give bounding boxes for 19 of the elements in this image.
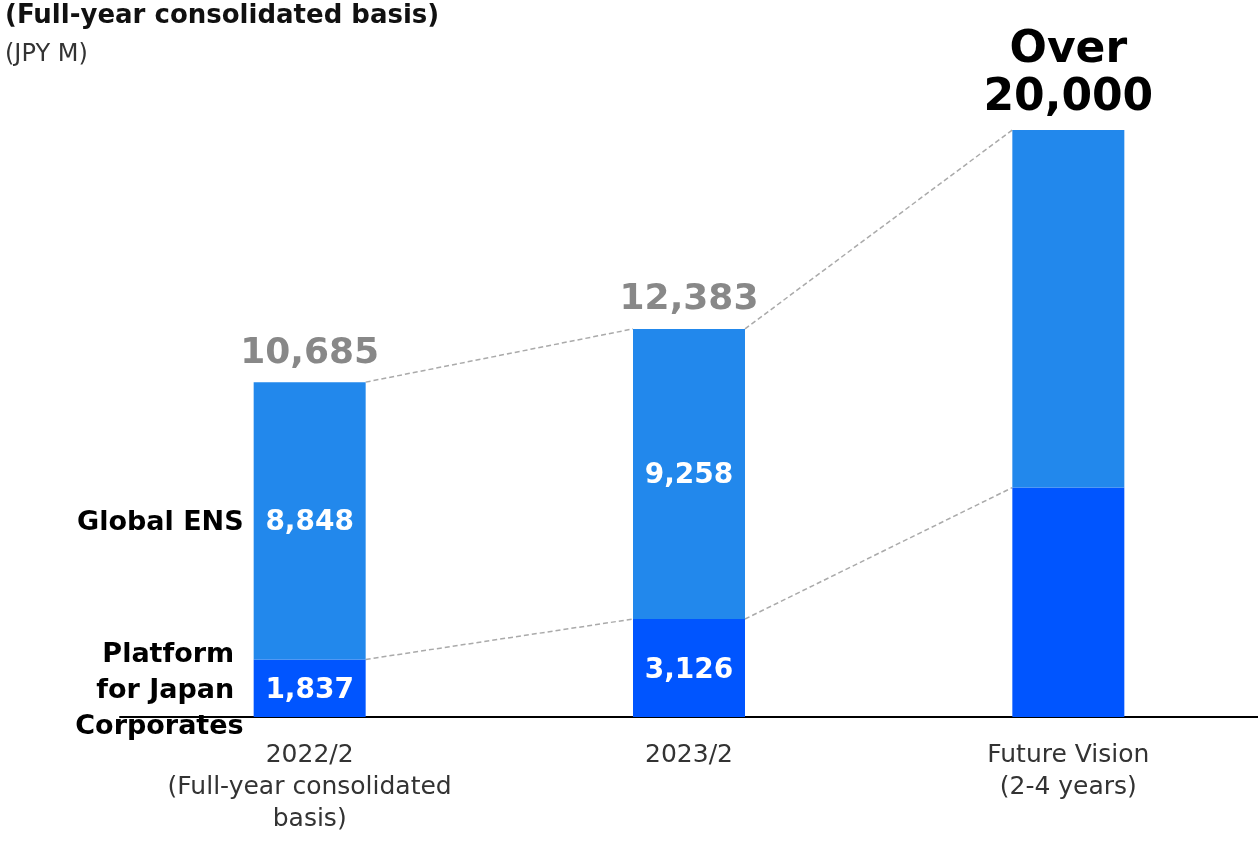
data-label: 9,258: [644, 457, 734, 491]
total-label: 10,685: [240, 329, 380, 371]
data-label: 1,837: [265, 671, 354, 705]
x-tick-label: Future Vision (2-4 years): [987, 738, 1150, 800]
data-label: 3,126: [644, 651, 734, 685]
series-label: Global ENS: [77, 505, 244, 537]
total-label: Over 20,000: [983, 20, 1154, 120]
chart-subtitle: (JPY M): [5, 39, 88, 67]
x-tick-label: 2023/2: [645, 738, 733, 768]
series-label: Platform for Japan Corporates: [75, 636, 244, 740]
x-tick-label: 2022/2 (Full-year consolidated basis): [167, 738, 452, 832]
bar: [253, 382, 366, 660]
bar: [1012, 487, 1125, 717]
total-label: 12,383: [619, 276, 759, 318]
bar: [633, 328, 745, 620]
bar: [1012, 130, 1125, 488]
bar: [633, 619, 745, 717]
chart-title: (Full-year consolidated basis): [5, 0, 440, 29]
data-label: 8,848: [265, 504, 354, 538]
